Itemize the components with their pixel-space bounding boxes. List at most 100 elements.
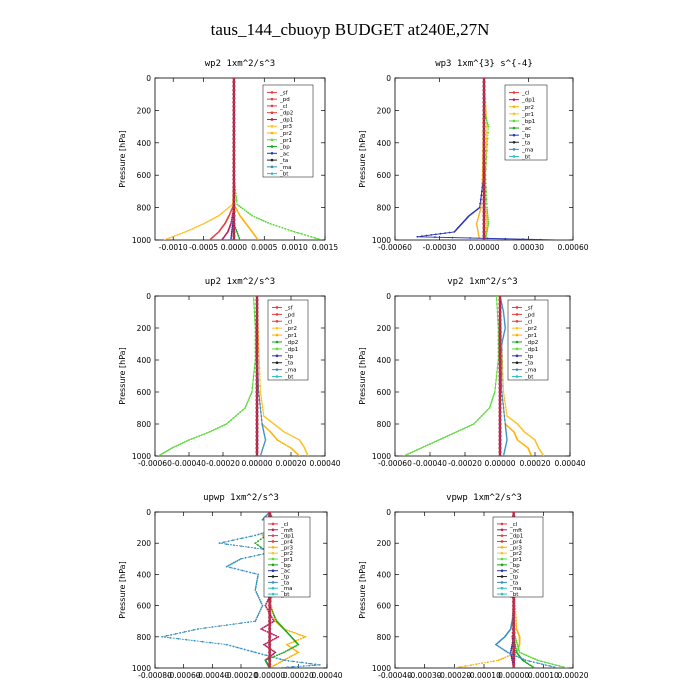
zero-profile-marker <box>255 306 259 310</box>
series-point-dp1 <box>167 449 170 451</box>
series-point-dp1 <box>433 441 436 443</box>
series-point-ta <box>231 562 233 565</box>
series-point-pr2 <box>259 391 262 393</box>
zero-profile-marker <box>512 635 516 639</box>
legend-entry: _bt <box>284 375 294 381</box>
legend-marker <box>271 540 275 543</box>
series-point-pr3 <box>286 657 289 660</box>
legend-marker <box>270 165 274 169</box>
zero-profile-marker <box>232 108 236 112</box>
series-point-ta <box>283 659 285 662</box>
zero-profile-marker <box>232 84 236 88</box>
series-point-pr3 <box>189 229 191 231</box>
legend-box <box>267 299 309 381</box>
zero-profile-marker <box>255 434 259 438</box>
series-point-ta <box>528 660 531 663</box>
series-point-ma <box>502 337 504 339</box>
legend-marker <box>271 563 275 567</box>
zero-profile-marker <box>482 238 486 240</box>
x-tick-label: 0.00020 <box>519 459 550 468</box>
y-tick-label: 800 <box>377 420 392 429</box>
series-point-dp1 <box>468 425 471 427</box>
series-point-ta <box>193 639 196 642</box>
series-point-ta <box>258 596 260 599</box>
series-point-ta <box>236 646 239 649</box>
legend-entry: _bp <box>509 563 520 569</box>
y-axis-label: Pressure [hPa] <box>358 347 367 404</box>
legend-marker <box>271 586 275 590</box>
series-point-dp1 <box>227 421 230 423</box>
zero-profile-marker <box>255 394 259 398</box>
zero-profile-marker <box>232 230 236 234</box>
zero-profile-marker <box>268 662 272 666</box>
series-point-pr3 <box>284 658 287 661</box>
series-point-mft <box>273 637 276 640</box>
y-tick-label: 600 <box>377 388 392 397</box>
series-point-ta <box>254 547 257 549</box>
series-point-pr2 <box>261 403 263 405</box>
zero-profile-marker <box>268 512 272 514</box>
series-point-pr2 <box>480 206 482 209</box>
series-point-pr3 <box>221 212 224 214</box>
x-tick-label: 0.0010 <box>282 243 308 252</box>
series-point-pr3 <box>481 662 483 664</box>
legend-entry: _pr2 <box>284 326 297 332</box>
legend-marker <box>270 138 274 142</box>
series-point-dp1 <box>254 363 256 365</box>
series-point-pr2 <box>258 355 260 357</box>
series-point-ta <box>255 618 258 621</box>
legend-entry: _ma <box>521 147 533 153</box>
series-point-tp <box>469 213 472 216</box>
legend-entry: _mft <box>280 528 294 534</box>
series-point-ma <box>505 433 508 435</box>
zero-profile-marker <box>498 342 502 346</box>
zero-profile-marker <box>255 398 259 402</box>
series-point-pr1 <box>235 196 238 199</box>
series-point-ta <box>258 610 261 613</box>
legend-box <box>262 84 314 178</box>
series-point-dp1 <box>405 454 407 456</box>
series-point-pr1 <box>517 440 520 442</box>
series-point-pr2 <box>260 400 263 402</box>
y-tick-label: 400 <box>377 356 392 365</box>
legend-entry: _pr1 <box>509 557 522 563</box>
legend-entry: _cl <box>279 104 288 110</box>
series-point-ta <box>313 664 316 667</box>
series-point-ma <box>501 341 504 343</box>
series-point-pr1 <box>288 446 291 448</box>
series-point-pr3 <box>261 534 264 537</box>
series-point-mft <box>265 625 267 627</box>
zero-profile-marker <box>268 643 272 647</box>
zero-profile-marker <box>232 133 236 137</box>
x-tick-label: -0.0005 <box>189 243 218 252</box>
legend-marker <box>512 112 516 116</box>
series-point-ta <box>310 662 312 665</box>
zero-profile-marker <box>255 296 259 298</box>
legend-marker <box>275 375 279 378</box>
legend-entry: _bt <box>280 592 290 598</box>
zero-profile-marker <box>268 627 272 631</box>
series-point-pr3 <box>181 232 184 234</box>
legend-marker <box>500 592 504 596</box>
series-point-pr3 <box>168 237 171 239</box>
zero-profile-marker <box>268 654 272 658</box>
series-point-dp1 <box>208 431 211 433</box>
series-point-pr2 <box>294 437 297 439</box>
y-axis-label: Pressure [hPa] <box>358 561 367 618</box>
series-point-dp1 <box>482 413 485 415</box>
series-point-ta <box>232 623 235 625</box>
zero-profile-marker <box>498 450 502 454</box>
series-point-ma <box>504 427 507 429</box>
zero-profile-marker <box>255 342 259 346</box>
series-point-dp1 <box>457 430 460 432</box>
series-point-ma <box>264 441 266 443</box>
series-point-pr2 <box>287 433 289 435</box>
zero-profile-marker <box>512 611 516 616</box>
legend-entry: _dp1 <box>524 347 538 353</box>
series-point-pr1 <box>485 107 487 110</box>
series-point-ta <box>502 636 505 639</box>
series-point-pr2 <box>274 424 277 426</box>
zero-profile-marker <box>255 378 259 382</box>
series-point-pr2 <box>515 422 518 424</box>
series-point-dp1 <box>200 434 203 436</box>
